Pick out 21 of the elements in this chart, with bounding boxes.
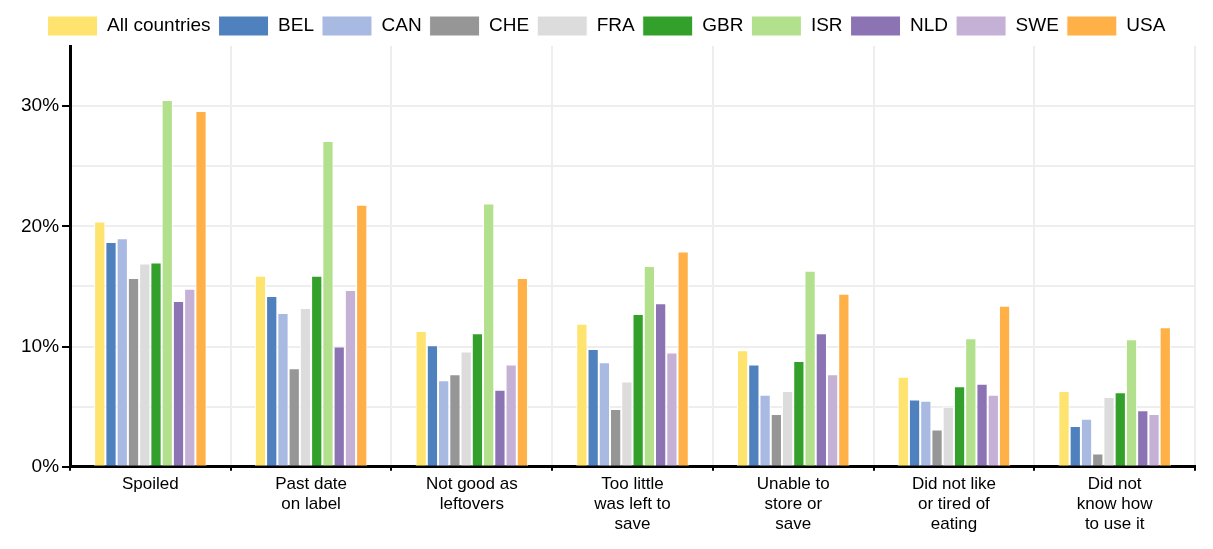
legend-label: ISR <box>810 14 843 36</box>
legend-label: GBR <box>702 14 744 36</box>
x-tick-label: Not good as leftovers <box>425 473 518 514</box>
x-tick-label: Spoiled <box>122 473 179 493</box>
legend-label: FRA <box>596 14 636 36</box>
legend-label: CAN <box>381 14 422 36</box>
x-tick-label: Unable to store or save <box>756 473 830 534</box>
y-tick-label: 30% <box>21 94 60 116</box>
x-tick-label: Did not know how to use it <box>1076 473 1154 534</box>
legend-label: CHE <box>489 14 530 36</box>
legend-label: All countries <box>107 14 211 36</box>
legend-label: BEL <box>278 14 314 36</box>
legend-label: NLD <box>910 14 949 36</box>
y-tick-label: 0% <box>31 455 60 477</box>
legend-label: USA <box>1126 14 1166 36</box>
x-tick-label: Past date on label <box>275 473 348 514</box>
legend-label: SWE <box>1015 14 1059 36</box>
y-tick-label: 10% <box>21 334 60 356</box>
x-tick-label: Did not like or tired of eating <box>911 473 996 534</box>
x-tick-label: Too little was left to save <box>593 473 671 534</box>
y-tick-label: 20% <box>21 214 60 236</box>
